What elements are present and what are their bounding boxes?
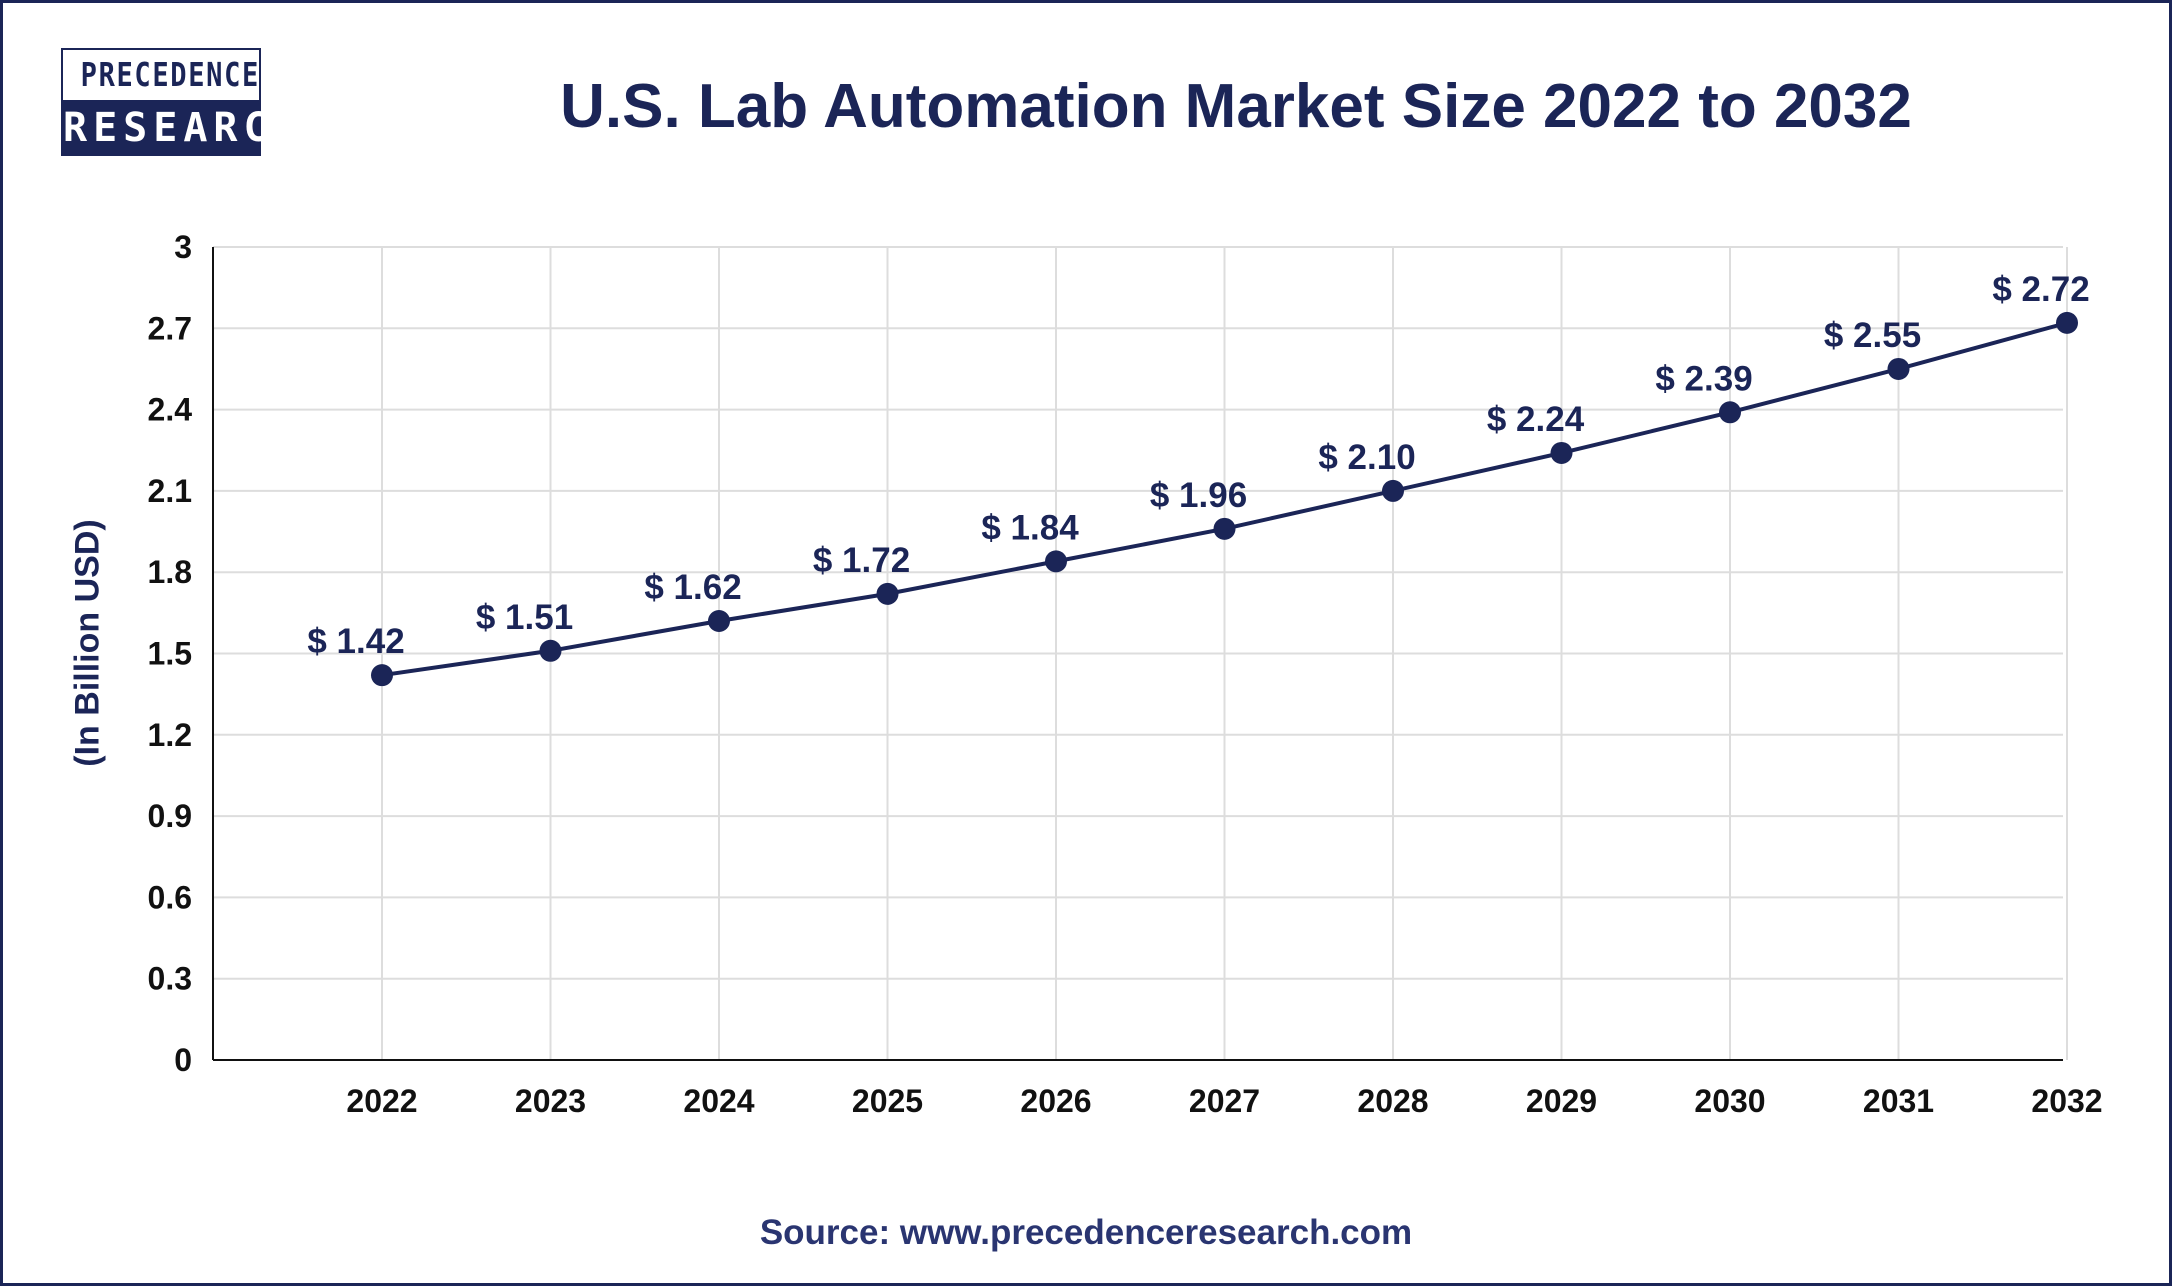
data-point: [1719, 401, 1741, 424]
x-tick-label: 2023: [515, 1083, 586, 1119]
data-label: $ 1.84: [981, 508, 1079, 547]
logo-line-2: RESEARCH: [63, 100, 298, 156]
x-tick-label: 2029: [1526, 1083, 1597, 1119]
data-point: [876, 582, 899, 605]
data-label: $ 1.51: [476, 598, 573, 637]
data-point: [708, 609, 730, 632]
data-point: [371, 664, 393, 687]
x-tick-label: 2027: [1189, 1083, 1260, 1119]
data-point: [1887, 357, 1910, 380]
data-point: [1045, 550, 1067, 573]
source-note: Source: www.precedenceresearch.com: [759, 1213, 1413, 1252]
y-tick-label: 0.6: [148, 879, 192, 915]
chart-title: U.S. Lab Automation Market Size 2022 to …: [560, 72, 1912, 141]
y-tick-label: 0: [174, 1042, 192, 1078]
data-label: $ 1.96: [1150, 476, 1247, 515]
y-tick-label: 0.9: [148, 798, 192, 834]
data-label: $ 2.39: [1655, 359, 1752, 398]
logo-line-1: PRECEDENCE: [80, 50, 258, 100]
x-tick-label: 2026: [1020, 1083, 1091, 1119]
data-label: $ 2.72: [1992, 270, 2089, 309]
y-tick-label: 2.7: [148, 310, 192, 346]
data-label: $ 1.42: [307, 622, 404, 661]
x-tick-label: 2022: [346, 1083, 417, 1119]
x-tick-label: 2031: [1863, 1083, 1934, 1119]
y-tick-label: 1.5: [148, 636, 192, 672]
y-tick-label: 3: [174, 229, 192, 265]
y-tick-label: 2.1: [148, 473, 192, 509]
data-point: [1213, 517, 1236, 540]
data-label: $ 1.62: [644, 568, 741, 607]
data-label: $ 1.72: [813, 541, 910, 580]
y-tick-label: 2.4: [148, 392, 193, 428]
data-label: $ 2.24: [1487, 400, 1585, 439]
x-tick-label: 2028: [1357, 1083, 1428, 1119]
data-points: [371, 311, 2078, 687]
tick-labels: 0 0.3 0.6 0.9 1.2 1.5 1.8 2.1 2.4 2.7 3 2022 2023 202…: [148, 229, 2103, 1119]
precedence-research-logo: PRECEDENCE RESEARCH: [61, 48, 298, 156]
data-point: [1550, 441, 1573, 464]
grid-lines: [213, 246, 2068, 1060]
data-point: [2056, 311, 2078, 334]
data-point: [539, 639, 562, 662]
x-tick-label: 2025: [852, 1083, 923, 1119]
data-label: $ 2.10: [1318, 438, 1415, 477]
data-point: [1382, 479, 1404, 502]
data-labels: $ 1.42 $ 1.51 $ 1.62 $ 1.72 $ 1.84 $ 1.96 $ 2.…: [307, 270, 2089, 661]
x-tick-label: 2024: [683, 1083, 754, 1119]
y-tick-label: 1.8: [148, 554, 192, 590]
x-tick-label: 2030: [1694, 1083, 1765, 1119]
data-label: $ 2.55: [1824, 316, 1921, 355]
axes: [212, 247, 2063, 1061]
y-tick-label: 1.2: [148, 717, 192, 753]
x-tick-label: 2032: [2031, 1083, 2102, 1119]
y-tick-label: 0.3: [148, 961, 192, 997]
